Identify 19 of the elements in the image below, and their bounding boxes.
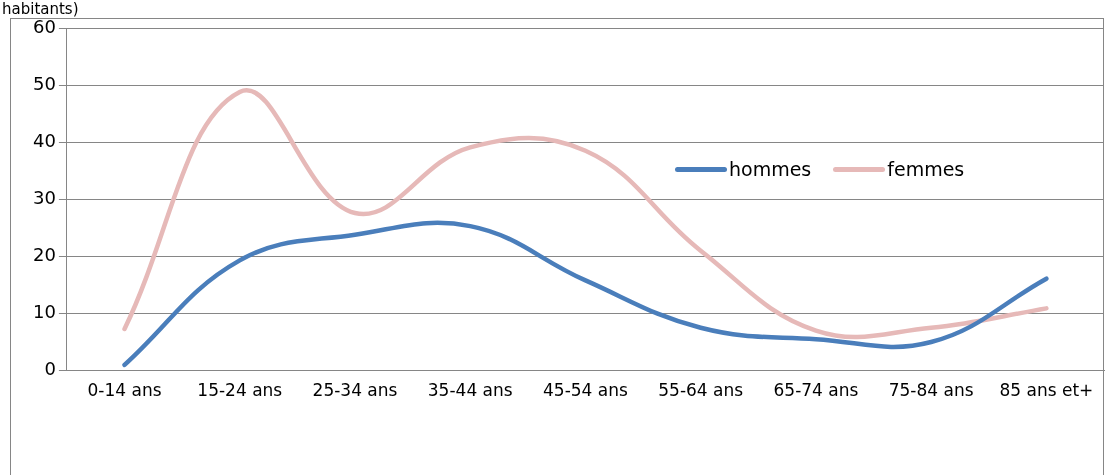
legend-label: hommes [729, 158, 812, 180]
x-tick-label: 75-84 ans [888, 380, 974, 401]
legend-label: femmes [887, 158, 965, 180]
y-tick-label: 20 [33, 244, 56, 266]
x-tick-label: 0-14 ans [87, 380, 162, 401]
y-tick-label: 30 [33, 186, 56, 208]
x-tick-label: 85 ans et+ [999, 380, 1094, 401]
y-tick-label: 40 [33, 129, 56, 151]
x-tick-label: 15-24 ans [197, 380, 283, 401]
x-tick-label: 65-74 ans [773, 380, 859, 401]
x-tick-label: 25-34 ans [312, 380, 398, 401]
y-tick-label: 10 [33, 301, 56, 323]
y-tick-label: 50 [33, 72, 56, 94]
chart-title: habitants) [2, 0, 79, 18]
x-tick-label: 45-54 ans [543, 380, 629, 401]
x-tick-label: 35-44 ans [427, 380, 513, 401]
y-tick-label: 60 [33, 15, 56, 37]
y-tick-label: 0 [44, 358, 56, 380]
x-tick-label: 55-64 ans [658, 380, 744, 401]
